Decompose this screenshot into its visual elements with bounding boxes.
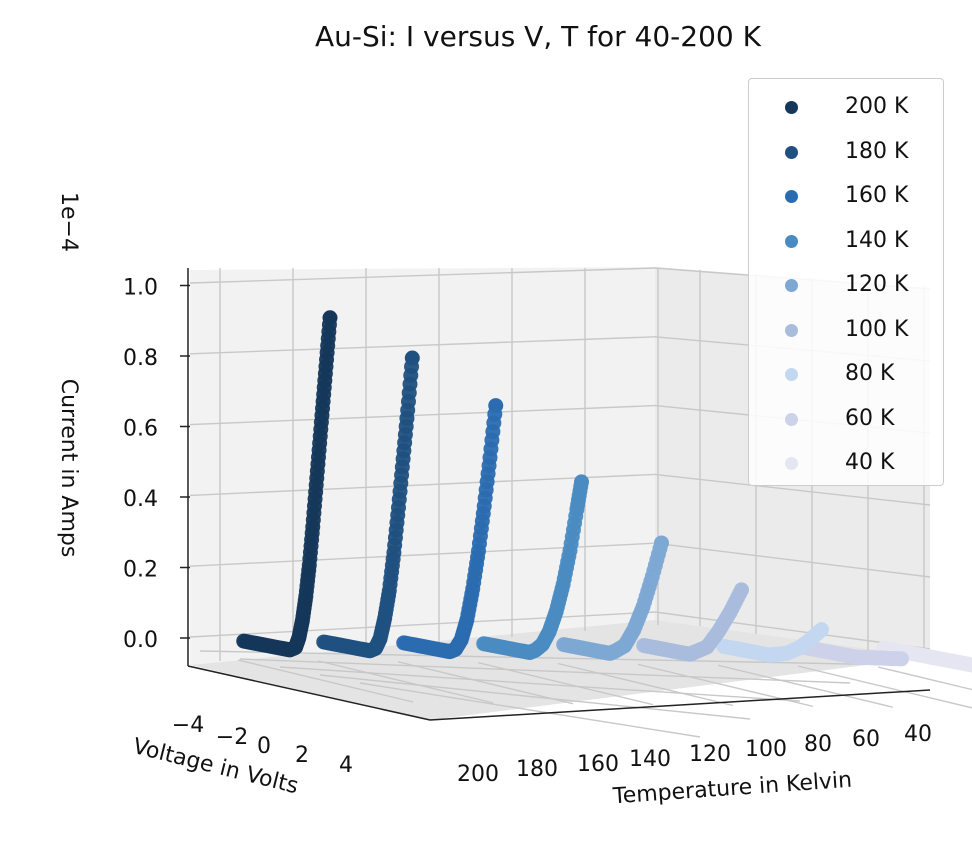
grid-floor-volt	[239, 658, 851, 684]
legend-item: 200 K	[749, 93, 943, 123]
grid-floor-volt	[199, 650, 901, 666]
grid-lines	[187, 267, 972, 738]
z-tick-label: 1.0	[123, 276, 158, 301]
data-point	[734, 582, 749, 598]
grid-floor-volt	[359, 682, 701, 738]
grid-floor-volt	[279, 666, 801, 702]
grid-floor-temp	[797, 665, 972, 709]
z-tick-label: 0.2	[123, 558, 158, 583]
data-point	[574, 474, 589, 490]
grid-floor-temp	[317, 660, 494, 704]
legend-item: 160 K	[749, 182, 943, 212]
y-tick-label: 160	[577, 752, 619, 777]
tick-labels: 0.0 0.2 0.4 0.6 0.8 1.0 −4 −2 0 2 4 200 180 160 140 120…	[123, 276, 932, 788]
data-point	[894, 651, 909, 667]
legend-marker	[785, 457, 798, 470]
z-axis-label: Current in Amps	[56, 379, 81, 558]
series-120k	[556, 535, 669, 661]
grid-floor-temp	[717, 664, 894, 708]
series-40k	[876, 640, 972, 673]
series-200k	[236, 310, 338, 658]
y-tick-label: 60	[852, 727, 880, 752]
chart-title: Au-Si: I versus V, T for 40-200 K	[315, 20, 762, 53]
series-140k	[476, 474, 589, 661]
legend-marker	[785, 234, 798, 248]
legend: 200 K 180 K 160 K 140 K 120 K 100 K 80 K 60 K 40…	[748, 78, 944, 486]
legend-marker	[785, 190, 798, 203]
y-tick-label: 80	[804, 732, 832, 757]
y-tick-label: 140	[629, 747, 671, 772]
y-tick-label: 120	[689, 742, 731, 767]
legend-item: 120 K	[749, 271, 943, 301]
grid-z-back	[189, 336, 656, 355]
legend-label: 160 K	[845, 183, 909, 208]
x-axis-line	[187, 665, 431, 721]
legend-label: 80 K	[845, 361, 895, 386]
z-tick-label: 0.4	[123, 487, 158, 512]
legend-label: 120 K	[845, 272, 909, 297]
x-tick-label: −4	[172, 713, 204, 738]
y-tick-label: 40	[904, 722, 932, 747]
series-180k	[316, 350, 420, 659]
data-point	[654, 535, 669, 551]
x-tick-label: 4	[339, 753, 353, 778]
grid-floor-temp	[237, 659, 414, 703]
grid-z-right	[654, 542, 931, 578]
grid-z-back	[189, 611, 656, 638]
y-axis-label: Temperature in Kelvin	[611, 768, 853, 810]
y-tick-label: 180	[516, 757, 558, 782]
data-point	[814, 622, 829, 638]
y-tick-label: 100	[745, 737, 787, 762]
legend-label: 100 K	[845, 316, 909, 342]
grid-floor-temp	[397, 661, 574, 705]
x-tick-label: 0	[257, 734, 271, 759]
series-80k	[716, 622, 829, 663]
legend-item: 80 K	[749, 360, 943, 390]
grid-floor-temp	[557, 662, 734, 707]
legend-marker	[785, 279, 798, 292]
legend-item: 100 K	[749, 316, 943, 346]
series-100k	[636, 582, 749, 662]
z-scale-label: 1e−4	[56, 192, 81, 252]
legend-label: 40 K	[845, 450, 895, 475]
legend-item: 40 K	[749, 449, 943, 479]
grid-z-back	[189, 267, 656, 284]
grid-floor-volt	[319, 674, 751, 720]
data-point	[322, 310, 338, 326]
y-axis-line	[429, 689, 931, 721]
legend-item: 180 K	[749, 138, 943, 168]
data-point	[488, 398, 504, 414]
legend-marker	[785, 145, 798, 159]
legend-item: 60 K	[749, 405, 943, 435]
data-points	[236, 310, 972, 673]
grid-z-right	[654, 473, 931, 506]
legend-marker	[785, 101, 798, 114]
series-160k	[396, 398, 504, 660]
grid-z-back	[189, 404, 656, 426]
legend-marker	[785, 368, 798, 381]
legend-label: 180 K	[845, 138, 909, 164]
legend-label: 140 K	[845, 227, 909, 253]
legend-label: 200 K	[845, 94, 909, 119]
y-tick-label: 200	[457, 762, 499, 787]
legend-marker	[785, 412, 798, 426]
x-tick-label: 2	[295, 743, 309, 768]
z-tick-label: 0.8	[123, 346, 158, 371]
x-tick-label: −2	[216, 725, 248, 750]
z-tick-label: 0.6	[123, 417, 158, 442]
data-point	[404, 350, 420, 366]
z-tick-label: 0.0	[123, 628, 158, 653]
legend-marker	[785, 323, 798, 337]
legend-label: 60 K	[845, 405, 895, 431]
legend-item: 140 K	[749, 227, 943, 257]
grid-floor-temp	[877, 666, 972, 691]
